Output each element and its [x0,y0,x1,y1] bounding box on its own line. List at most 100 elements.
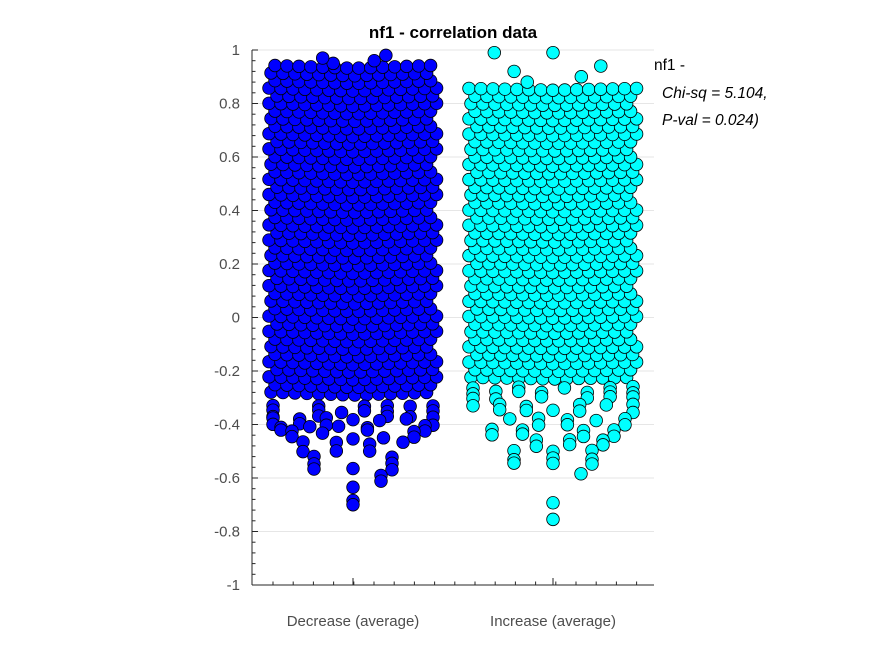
data-point [292,59,306,74]
data-point [515,427,530,441]
annotation-line-3: P-val = 0.024) [662,112,759,129]
y-tick-label: -0.2 [214,363,240,380]
data-point [334,405,349,420]
y-tick-label: -0.6 [214,470,240,487]
data-point [385,463,399,477]
data-point [546,456,560,471]
data-point [372,413,387,428]
data-point [367,54,381,68]
data-point [546,496,560,510]
data-point [307,462,321,476]
y-tick-label: 0.6 [219,149,240,166]
data-point [346,412,360,427]
data-point [546,512,560,527]
data-point [315,426,330,440]
data-point [411,59,426,73]
data-point [560,418,575,432]
data-point [576,429,591,444]
x-tick-label: Decrease (average) [287,613,420,630]
data-point [529,439,544,453]
data-point [546,45,560,60]
data-point [423,58,438,73]
data-point [589,413,603,428]
y-tick-label: -0.8 [214,524,240,541]
data-point [399,412,414,426]
data-point [558,83,572,97]
stats-annotation: nf1 - Chi-sq = 5.104, P-val = 0.024) [654,57,768,129]
data-point [462,81,476,96]
data-point [492,403,507,417]
data-point [357,404,372,418]
y-tick-label: -0.4 [214,417,240,434]
data-point [474,81,488,96]
data-point [599,398,614,412]
data-point [534,83,548,97]
data-point [346,432,360,446]
data-points [262,45,644,527]
data-point [374,474,388,488]
data-point [574,467,588,481]
data-point [280,59,294,73]
y-tick-label: 1 [232,42,240,59]
y-tick-label: 0.4 [219,203,240,220]
data-point [531,418,546,432]
data-point [396,435,410,449]
data-point [487,45,502,60]
data-point [387,60,402,74]
data-point [618,418,632,432]
data-point [534,390,549,404]
data-point [346,480,360,494]
data-point [585,457,599,471]
data-point [570,83,584,97]
data-point [326,56,340,71]
axes: Decrease (average) Increase (average) -1 -0… [214,42,654,630]
data-point [594,59,608,73]
data-point [557,381,572,395]
data-point [303,419,317,434]
data-point [596,438,610,452]
data-point [331,419,346,434]
annotation-line-1: nf1 - [654,57,685,74]
data-point [304,60,318,74]
data-point [407,430,421,444]
data-point [507,456,521,470]
data-point [507,64,521,79]
y-tick-label: 0 [232,310,240,327]
data-point [503,412,517,426]
data-point [329,444,344,458]
data-point [346,498,360,512]
data-point [340,61,354,75]
data-point [376,431,391,445]
data-point [512,384,526,399]
data-point [519,403,534,418]
chart-title: nf1 - correlation data [369,23,538,42]
data-point [605,82,620,96]
data-point [285,429,299,444]
data-point [546,83,560,97]
data-point [572,404,587,418]
data-point [629,81,644,96]
data-point [296,444,310,459]
data-point [562,437,577,452]
data-point [379,48,393,63]
data-point [466,399,480,413]
data-point [520,75,534,89]
data-point [546,403,560,418]
data-point [399,59,414,74]
data-point [315,51,330,65]
data-point [574,70,589,84]
data-point [498,82,512,96]
data-point [360,423,375,437]
data-point [617,81,632,96]
y-tick-label: 0.2 [219,256,240,273]
data-point [582,82,596,97]
data-point [352,61,366,75]
data-point [346,461,360,476]
data-point [485,428,499,442]
data-point [593,82,608,96]
data-point [362,444,377,458]
data-point [268,58,282,73]
annotation-line-2: Chi-sq = 5.104, [662,85,768,102]
data-point [486,82,500,96]
